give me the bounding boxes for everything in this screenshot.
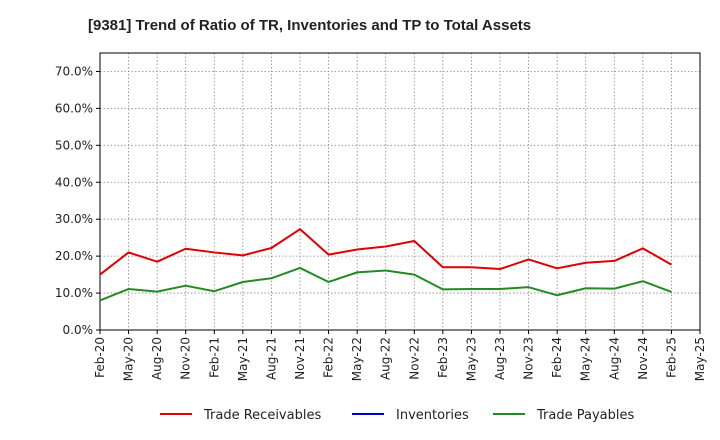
x-tick-label: May-24 (579, 337, 593, 381)
y-tick-label: 70.0% (55, 64, 93, 78)
plot-area (99, 52, 701, 331)
x-tick-label: Feb-24 (550, 337, 564, 378)
x-tick-label: May-21 (236, 337, 250, 381)
chart-title: [9381] Trend of Ratio of TR, Inventories… (88, 17, 531, 34)
y-tick-label: 10.0% (55, 286, 93, 300)
x-tick-label: Nov-21 (293, 337, 307, 380)
y-tick-label: 20.0% (55, 249, 93, 263)
x-tick-label: Aug-24 (607, 337, 621, 380)
series-lines (99, 228, 672, 302)
y-axis: 0.0% 10.0% 20.0% 30.0% 40.0% 50.0% 60.0% 70.0% (55, 64, 100, 337)
x-tick-label: Aug-20 (150, 337, 164, 380)
x-tick-label: Aug-21 (264, 337, 278, 380)
x-tick-label: Feb-21 (207, 337, 221, 378)
x-tick-label: Aug-22 (379, 337, 393, 380)
x-tick-label: May-22 (350, 337, 364, 381)
y-tick-label: 30.0% (55, 212, 93, 226)
x-tick-label: Nov-23 (522, 337, 536, 380)
x-tick-label: May-25 (693, 337, 707, 381)
y-tick-label: 50.0% (55, 138, 93, 152)
y-tick-label: 0.0% (63, 323, 94, 337)
x-tick-label: Feb-20 (93, 337, 107, 378)
legend-label: Trade Payables (536, 408, 634, 423)
y-tick-label: 40.0% (55, 175, 93, 189)
x-tick-label: Feb-25 (664, 337, 678, 378)
y-tick-label: 60.0% (55, 101, 93, 115)
x-tick-label: Feb-22 (322, 337, 336, 378)
x-tick-label: Nov-20 (179, 337, 193, 380)
legend-label: Inventories (396, 408, 469, 423)
legend: Trade Receivables Inventories Trade Payabl… (160, 408, 634, 423)
x-tick-label: Nov-22 (407, 337, 421, 380)
x-tick-label: May-20 (122, 337, 136, 381)
x-tick-label: May-23 (464, 337, 478, 381)
x-axis: Feb-20 May-20 Aug-20 Nov-20 Feb-21 May-21 Aug-… (93, 330, 707, 381)
x-tick-label: Aug-23 (493, 337, 507, 380)
grid (100, 53, 700, 330)
x-tick-label: Feb-23 (436, 337, 450, 378)
legend-label: Trade Receivables (203, 408, 321, 423)
x-tick-label: Nov-24 (636, 337, 650, 380)
